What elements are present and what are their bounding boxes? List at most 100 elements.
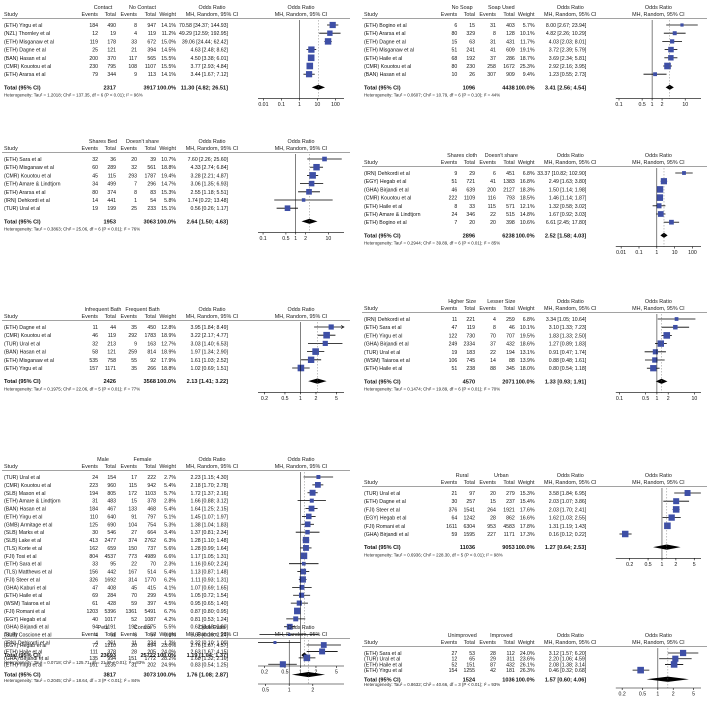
- study-header: Study: [364, 306, 378, 312]
- total-row: Total (95% CI) 11036 9053 100.0% 1.27 [0.64;…: [364, 544, 681, 551]
- x-tick-label: 0.1: [615, 102, 622, 108]
- weight-value: 19.1%: [520, 48, 535, 54]
- weight-value: 12.7%: [161, 341, 176, 347]
- method-plot-header: MH, Random, 95% CI: [632, 160, 684, 166]
- total-1: 61: [110, 633, 116, 639]
- study-row: (ETH) Dagne et al 30 257 15 237 15.4% 2.03 [1.…: [364, 498, 690, 505]
- method-header: MH, Random, 95% CI: [544, 640, 596, 646]
- total-ci-text: 3.41 [2.56; 4.54]: [545, 85, 586, 91]
- study-row: (FJI) Tosi et al 804 4537 773 4989 6.6% 1.17 […: [4, 552, 308, 560]
- events-1: 156: [89, 570, 98, 576]
- x-tick-label: 0.5: [639, 692, 646, 698]
- study-name: (TUR) Ural et al: [4, 475, 40, 481]
- events-1: 60: [92, 165, 98, 171]
- events-2: 773: [128, 554, 137, 560]
- study-name: (CMR) Kouotou et al: [364, 196, 411, 202]
- events-1: 72: [92, 643, 98, 649]
- events-2: 20: [490, 220, 496, 226]
- events-2: 264: [487, 507, 496, 513]
- total-1: 640: [107, 514, 116, 520]
- study-name: (FJI) Romani et al: [364, 524, 405, 530]
- group2-header: Frequent Bath: [125, 307, 159, 313]
- total-1: 408: [107, 585, 116, 591]
- odds-ratio-plot-header: Odds Ratio: [645, 633, 672, 639]
- forest-panel-2: No Soap Soap Used Odds Ratio Odds Ratio Stud…: [362, 5, 707, 108]
- study-row: (GHA) Birjandi et al 135 994 151 1772 28.2% 1.…: [4, 654, 316, 662]
- total-2: 83: [150, 190, 156, 196]
- study-row: (ETH) Dagne et al 25 121 21 394 14.5% 4.63 [2.…: [4, 46, 317, 54]
- total-2: 205: [147, 649, 156, 655]
- study-name: (CMR) Kouotou et al: [4, 173, 51, 179]
- total-1: 483: [107, 499, 116, 505]
- point-estimate-square: [296, 600, 302, 606]
- group2-header: Urban: [494, 473, 509, 479]
- events-2: 32: [131, 165, 137, 171]
- weight-value: 4.2%: [164, 617, 176, 623]
- x-tick-label: 0.1: [616, 396, 623, 402]
- forest-panel-10: Unimproved Improved Odds Ratio Odds Ratio St…: [362, 633, 707, 698]
- total-2: 128: [506, 31, 515, 37]
- total-2: 92: [150, 358, 156, 364]
- events-1: 15: [451, 39, 457, 45]
- weight-value: 15.4%: [520, 499, 535, 505]
- total-1: 329: [466, 31, 475, 37]
- study-name: (ETH) Misganaw et al: [4, 39, 54, 45]
- study-row: (FJI) Romani et al 1203 5396 1361 5491 6.7% 0.…: [4, 607, 301, 615]
- events-2: 108: [128, 64, 137, 70]
- study-row: (ETH) Bogino et al 7 20 20 398 10.6% 6.61 [2.4…: [364, 219, 680, 226]
- total-1: 257: [466, 499, 475, 505]
- total-2: 46: [509, 325, 515, 331]
- study-header: Study: [4, 464, 18, 470]
- total-weight: 100.0%: [516, 677, 535, 683]
- heterogeneity-text: Heterogeneity: Tau² = 0.2944; Chi² = 39.…: [364, 241, 500, 246]
- total-n-1: 3817: [104, 673, 116, 679]
- point-estimate-square: [307, 356, 315, 363]
- point-estimate-square: [668, 55, 674, 61]
- heterogeneity-text: Heterogeneity: Tau² = 0.2045; Chi² = 18.…: [4, 678, 140, 683]
- total-weight: 100.0%: [516, 379, 535, 385]
- x-tick-label: 1: [661, 562, 664, 568]
- total-1: 1255: [464, 668, 476, 674]
- weight-value: 24.0%: [520, 651, 535, 657]
- point-estimate-square: [672, 506, 680, 513]
- events-2: 8: [493, 325, 496, 331]
- odds-ratio-ci-text: 1.66 [0.88; 3.12]: [191, 499, 229, 505]
- total-1: 26: [469, 72, 475, 78]
- study-row: (ETH) Sara et al 27 53 28 112 24.0% 3.12 [1.57…: [364, 649, 699, 657]
- events-1: 24: [92, 475, 98, 481]
- odds-ratio-ci-text: 1.62 [1.03; 2.55]: [549, 516, 587, 522]
- odds-ratio-ci-text: 1.11 [0.93; 1.31]: [191, 577, 229, 583]
- weight-header: Weight: [159, 314, 176, 320]
- events-1: 30: [451, 499, 457, 505]
- weight-value: 6.2%: [164, 577, 176, 583]
- study-row: (CMR) Kouotou et al 230 795 108 1107 15.5% 3.7…: [4, 62, 314, 70]
- odds-ratio-ci-text: 0.32 [0.10; 1.00]: [191, 641, 229, 647]
- odds-ratio-ci-text: 4.33 [2.74; 6.84]: [191, 165, 229, 171]
- events-1: 223: [89, 483, 98, 489]
- total-1: 95: [110, 562, 116, 568]
- study-row: (ETH) Haile et al 68 192 37 286 18.7% 3.69 [2.…: [364, 55, 678, 62]
- total-header-1: Total: [464, 640, 475, 646]
- point-estimate-square: [674, 317, 679, 321]
- study-row: (ETH) Haile et al 111 378 28 205 24.0% 2.63 [1…: [4, 648, 338, 655]
- point-estimate-square: [680, 23, 684, 27]
- events-header-2: Events: [479, 480, 496, 486]
- odds-ratio-ci-text: 1.67 [0.92; 3.03]: [549, 212, 587, 218]
- odds-ratio-ci-text: 2.08 [1.38; 3.14]: [549, 662, 587, 668]
- study-row: (ETH) Sara et al 47 119 8 46 10.1% 3.10 [1.33;…: [364, 324, 690, 331]
- weight-value: 5.5%: [164, 625, 176, 631]
- study-name: (IRN) Dehkordi et al: [4, 198, 50, 204]
- events-1: 25: [92, 48, 98, 54]
- pooled-diamond: [653, 544, 681, 550]
- x-tick-label: 0.5: [262, 688, 269, 694]
- odds-ratio-ci-text: 1.02 [0.69; 1.51]: [191, 366, 229, 372]
- total-n-2: 4438: [502, 85, 514, 91]
- total-n-1: 2896: [463, 233, 475, 239]
- point-estimate-square: [664, 62, 671, 70]
- point-estimate-square: [673, 498, 680, 505]
- study-row: (BAN) Hasan et al 184 467 133 468 5.4% 1.64 [1…: [4, 505, 318, 513]
- total-2: 1783: [144, 333, 156, 339]
- heterogeneity-text: Heterogeneity: Tau² = 0.3863; Chi² = 25.…: [4, 227, 140, 232]
- total-1: 178: [107, 39, 116, 45]
- total-header-1: Total: [464, 160, 475, 166]
